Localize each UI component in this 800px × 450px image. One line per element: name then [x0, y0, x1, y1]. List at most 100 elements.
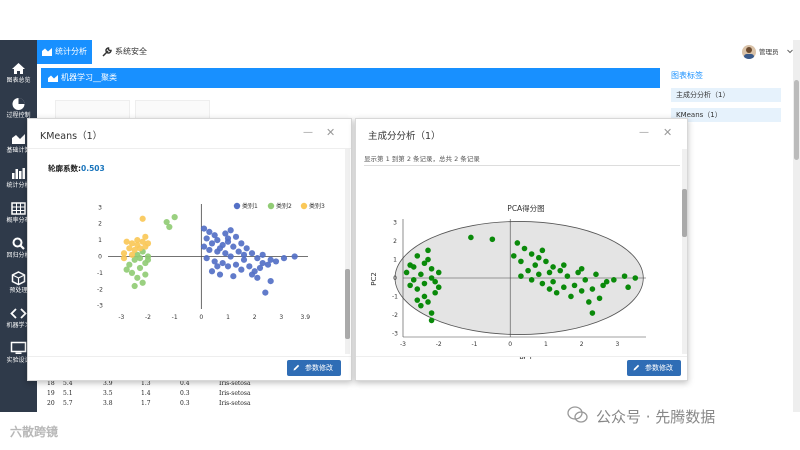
data-point	[206, 228, 213, 235]
data-point	[575, 269, 581, 276]
wechat-logo-icon	[567, 406, 588, 423]
data-point	[131, 246, 138, 254]
data-point	[418, 271, 424, 278]
page-scrollbar[interactable]	[793, 40, 800, 412]
sidebar-item-experiment[interactable]: 实验设计	[0, 338, 37, 370]
data-point	[214, 263, 221, 270]
sidebar-item-machine-learning[interactable]: 机器学习	[0, 303, 37, 335]
window-footer: 参数修改	[28, 356, 351, 380]
edit-params-button[interactable]: 参数修改	[627, 360, 681, 376]
sidebar-item-overview[interactable]: 图表总览	[0, 58, 37, 90]
user-menu[interactable]: 管理员	[742, 43, 794, 61]
data-point	[136, 264, 144, 272]
data-point	[227, 253, 234, 260]
sidebar-item-stats[interactable]: 统计分析	[0, 163, 37, 195]
data-point	[142, 271, 149, 278]
data-point	[546, 269, 553, 276]
data-point	[224, 235, 232, 242]
sidebar-item-probability[interactable]: 概率分布	[0, 198, 37, 230]
data-point	[232, 261, 240, 268]
window-scrollbar[interactable]	[682, 149, 687, 354]
tag-item-kmeans[interactable]: KMeans（1）	[671, 108, 781, 122]
metric-value: 0.503	[81, 164, 105, 173]
tab-stats-analysis[interactable]: 统计分析	[37, 40, 92, 64]
data-point	[432, 278, 438, 285]
x-tick-label: 2	[580, 341, 584, 348]
window-scrollbar[interactable]	[345, 149, 350, 354]
data-point	[564, 273, 571, 279]
sidebar-item-basic-calc[interactable]: 基础计算	[0, 128, 37, 160]
sidebar-item-label: 图表总览	[6, 77, 31, 84]
pie-chart-icon	[12, 98, 25, 110]
data-point	[414, 297, 421, 303]
data-point	[514, 240, 521, 246]
data-point	[134, 241, 141, 249]
data-point	[259, 259, 266, 267]
x-tick-label: 1	[544, 341, 548, 348]
data-point	[432, 289, 438, 296]
close-icon[interactable]: ✕	[326, 126, 336, 139]
x-tick-label: -3	[400, 341, 406, 348]
tab-label: 统计分析	[55, 47, 87, 56]
table-row: 19 5.1 3.5 1.4 0.3 Iris-setosa	[47, 390, 251, 397]
kmeans-scatter-chart: -3 -2 -1 0 1 2 3 3.9 3 2 1 0 -1 -2 -3 类别1 类别2 类别3	[97, 202, 325, 321]
data-point	[403, 269, 410, 276]
tab-system-security[interactable]: 系统安全	[97, 40, 167, 64]
data-point	[267, 256, 274, 263]
close-icon[interactable]: ✕	[663, 126, 673, 139]
tag-item-pca[interactable]: 主成分分析（1）	[671, 88, 781, 102]
data-point	[243, 245, 250, 252]
y-tick-label: -3	[392, 330, 398, 337]
sidebar-item-label: 过程控制	[6, 112, 31, 119]
legend-marker	[300, 202, 308, 210]
minimize-icon[interactable]: —	[303, 127, 313, 138]
data-point	[126, 245, 133, 252]
data-point	[123, 266, 130, 273]
data-point	[407, 282, 413, 289]
data-point	[262, 289, 269, 296]
data-point	[425, 299, 431, 305]
sidebar-item-process-control[interactable]: 过程控制	[0, 93, 37, 125]
legend-marker	[233, 202, 241, 210]
data-point	[128, 240, 136, 247]
y-tick-label: 2	[393, 238, 397, 245]
monitor-icon	[10, 341, 27, 354]
data-point	[525, 267, 531, 274]
table-row: 20 5.7 3.8 1.7 0.3 Iris-setosa	[47, 400, 251, 407]
sidebar-item-regression[interactable]: 回归分析	[0, 233, 37, 265]
divider	[364, 165, 680, 166]
data-point	[528, 277, 535, 283]
data-point	[428, 317, 435, 324]
data-point	[139, 279, 146, 286]
minimize-icon[interactable]: —	[639, 127, 649, 138]
tab-label: 系统安全	[115, 47, 147, 56]
edit-params-button[interactable]: 参数修改	[287, 360, 341, 376]
pca-window: 主成分分析（1） — ✕ 显示第 1 到第 2 条记录，总共 2 条记录 PCA…	[355, 118, 688, 381]
x-tick-label: 3.9	[301, 314, 311, 321]
y-tick-label: 2	[98, 221, 102, 228]
data-point	[543, 258, 549, 265]
data-point	[230, 273, 237, 280]
code-icon	[10, 308, 27, 319]
data-point	[203, 235, 210, 242]
data-point	[142, 233, 149, 240]
data-point	[621, 273, 628, 279]
kmeans-window: KMeans（1） — ✕ 轮廓系数:0.503 -3 -2 -1 0 1 2 3 3.9 3 2…	[27, 118, 352, 381]
data-point	[208, 268, 216, 275]
data-point	[200, 243, 208, 250]
data-point	[227, 227, 234, 234]
data-point	[468, 234, 474, 241]
legend-label: 类别1	[242, 202, 258, 210]
data-point	[238, 240, 245, 247]
data-point	[240, 256, 248, 263]
data-point	[136, 255, 144, 262]
data-point	[414, 253, 421, 259]
y-tick-label: 1	[393, 257, 397, 264]
watermark-right: 公众号 · 先腾数据	[596, 408, 716, 426]
data-point	[435, 269, 442, 276]
data-point	[425, 247, 431, 254]
records-info: 显示第 1 到第 2 条记录，总共 2 条记录	[364, 155, 480, 163]
sidebar-item-preprocess[interactable]: 预处理	[0, 268, 37, 300]
data-point	[254, 255, 261, 262]
data-point	[222, 250, 229, 257]
